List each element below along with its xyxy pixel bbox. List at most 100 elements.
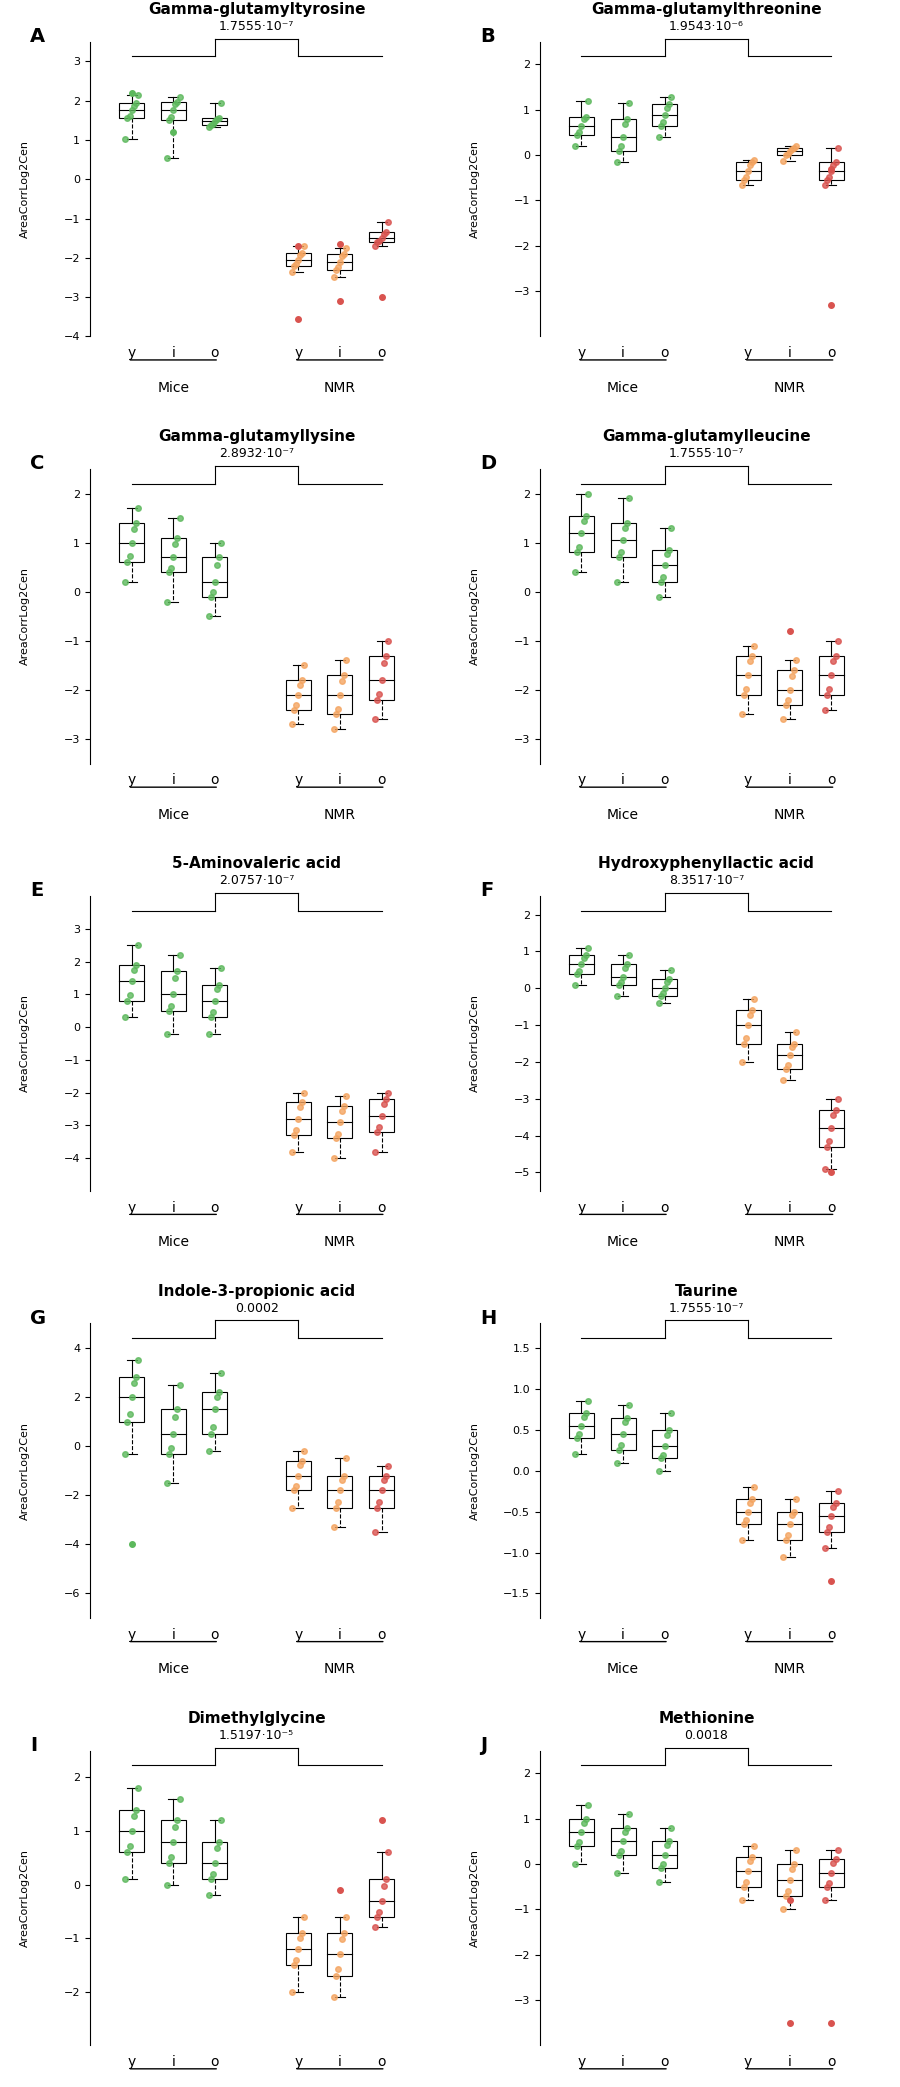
Y-axis label: AreaCorrLog2Cen: AreaCorrLog2Cen	[470, 995, 480, 1092]
FancyBboxPatch shape	[778, 1511, 802, 1540]
Y-axis label: AreaCorrLog2Cen: AreaCorrLog2Cen	[20, 140, 30, 238]
FancyBboxPatch shape	[652, 104, 677, 125]
FancyBboxPatch shape	[328, 255, 353, 269]
FancyBboxPatch shape	[369, 1476, 394, 1507]
Y-axis label: AreaCorrLog2Cen: AreaCorrLog2Cen	[470, 140, 480, 238]
FancyBboxPatch shape	[202, 557, 228, 597]
Text: 1.5197·10⁻⁵: 1.5197·10⁻⁵	[219, 1728, 294, 1743]
Y-axis label: AreaCorrLog2Cen: AreaCorrLog2Cen	[20, 1421, 30, 1519]
Text: Mice: Mice	[608, 380, 639, 394]
FancyBboxPatch shape	[652, 1841, 677, 1868]
Text: Mice: Mice	[158, 1236, 189, 1248]
Text: J: J	[480, 1736, 487, 1755]
FancyBboxPatch shape	[610, 119, 635, 150]
Title: Gamma-glutamylleucine: Gamma-glutamylleucine	[602, 430, 811, 445]
Y-axis label: AreaCorrLog2Cen: AreaCorrLog2Cen	[470, 568, 480, 666]
FancyBboxPatch shape	[652, 979, 677, 995]
Y-axis label: AreaCorrLog2Cen: AreaCorrLog2Cen	[470, 1421, 480, 1519]
Text: NMR: NMR	[774, 808, 806, 822]
FancyBboxPatch shape	[569, 956, 594, 973]
FancyBboxPatch shape	[735, 1857, 760, 1887]
FancyBboxPatch shape	[369, 1100, 394, 1131]
Text: A: A	[30, 27, 45, 46]
FancyBboxPatch shape	[119, 1377, 144, 1421]
Text: Mice: Mice	[158, 808, 189, 822]
FancyBboxPatch shape	[735, 655, 760, 695]
Y-axis label: AreaCorrLog2Cen: AreaCorrLog2Cen	[470, 1849, 480, 1947]
Text: NMR: NMR	[324, 1236, 356, 1248]
Text: H: H	[480, 1309, 496, 1327]
Text: F: F	[480, 881, 493, 899]
Text: 1.7555·10⁻⁷: 1.7555·10⁻⁷	[669, 447, 744, 459]
Text: NMR: NMR	[324, 1661, 356, 1676]
FancyBboxPatch shape	[819, 163, 844, 179]
Text: C: C	[30, 455, 44, 474]
FancyBboxPatch shape	[119, 104, 144, 119]
Title: Gamma-glutamyltyrosine: Gamma-glutamyltyrosine	[148, 2, 365, 17]
Title: Gamma-glutamyllysine: Gamma-glutamyllysine	[158, 430, 356, 445]
Title: Hydroxyphenyllactic acid: Hydroxyphenyllactic acid	[598, 856, 814, 872]
Y-axis label: AreaCorrLog2Cen: AreaCorrLog2Cen	[20, 995, 30, 1092]
FancyBboxPatch shape	[161, 970, 185, 1010]
FancyBboxPatch shape	[610, 964, 635, 985]
FancyBboxPatch shape	[328, 676, 353, 714]
FancyBboxPatch shape	[161, 538, 185, 572]
FancyBboxPatch shape	[735, 1010, 760, 1044]
FancyBboxPatch shape	[819, 655, 844, 695]
FancyBboxPatch shape	[369, 655, 394, 699]
Title: 5-Aminovaleric acid: 5-Aminovaleric acid	[172, 856, 341, 872]
Text: NMR: NMR	[774, 1661, 806, 1676]
Text: G: G	[30, 1309, 46, 1327]
FancyBboxPatch shape	[286, 253, 310, 265]
FancyBboxPatch shape	[735, 1498, 760, 1524]
Text: Mice: Mice	[158, 380, 189, 394]
Y-axis label: AreaCorrLog2Cen: AreaCorrLog2Cen	[20, 568, 30, 666]
Text: Mice: Mice	[608, 1236, 639, 1248]
FancyBboxPatch shape	[652, 551, 677, 582]
Text: 2.0757·10⁻⁷: 2.0757·10⁻⁷	[219, 874, 294, 887]
FancyBboxPatch shape	[161, 1409, 185, 1453]
FancyBboxPatch shape	[819, 1503, 844, 1532]
Text: Mice: Mice	[608, 1661, 639, 1676]
FancyBboxPatch shape	[119, 1809, 144, 1853]
Text: NMR: NMR	[324, 380, 356, 394]
Text: I: I	[30, 1736, 37, 1755]
Text: 1.7555·10⁻⁷: 1.7555·10⁻⁷	[669, 1302, 744, 1315]
FancyBboxPatch shape	[569, 1413, 594, 1438]
FancyBboxPatch shape	[286, 1933, 310, 1964]
Title: Taurine: Taurine	[675, 1284, 738, 1298]
FancyBboxPatch shape	[286, 680, 310, 710]
FancyBboxPatch shape	[286, 1461, 310, 1490]
Text: 1.7555·10⁻⁷: 1.7555·10⁻⁷	[219, 21, 294, 33]
Text: Mice: Mice	[608, 808, 639, 822]
FancyBboxPatch shape	[328, 1106, 353, 1137]
Text: NMR: NMR	[324, 808, 356, 822]
Text: NMR: NMR	[774, 380, 806, 394]
FancyBboxPatch shape	[369, 1878, 394, 1916]
Title: Indole-3-propionic acid: Indole-3-propionic acid	[158, 1284, 356, 1298]
FancyBboxPatch shape	[119, 964, 144, 1002]
Text: E: E	[30, 881, 43, 899]
FancyBboxPatch shape	[202, 119, 228, 125]
FancyBboxPatch shape	[778, 1044, 802, 1069]
Text: 0.0002: 0.0002	[235, 1302, 278, 1315]
FancyBboxPatch shape	[778, 1864, 802, 1895]
FancyBboxPatch shape	[328, 1933, 353, 1976]
FancyBboxPatch shape	[202, 1392, 228, 1434]
FancyBboxPatch shape	[202, 985, 228, 1016]
Text: 0.0018: 0.0018	[685, 1728, 728, 1743]
FancyBboxPatch shape	[610, 1828, 635, 1855]
FancyBboxPatch shape	[202, 1841, 228, 1878]
FancyBboxPatch shape	[161, 102, 185, 121]
Text: NMR: NMR	[774, 1236, 806, 1248]
FancyBboxPatch shape	[161, 1820, 185, 1864]
FancyBboxPatch shape	[286, 1102, 310, 1135]
Title: Dimethylglycine: Dimethylglycine	[187, 1711, 326, 1726]
Title: Gamma-glutamylthreonine: Gamma-glutamylthreonine	[591, 2, 822, 17]
FancyBboxPatch shape	[119, 524, 144, 561]
FancyBboxPatch shape	[369, 232, 394, 242]
FancyBboxPatch shape	[735, 163, 760, 179]
FancyBboxPatch shape	[610, 524, 635, 557]
FancyBboxPatch shape	[569, 515, 594, 553]
FancyBboxPatch shape	[778, 148, 802, 154]
